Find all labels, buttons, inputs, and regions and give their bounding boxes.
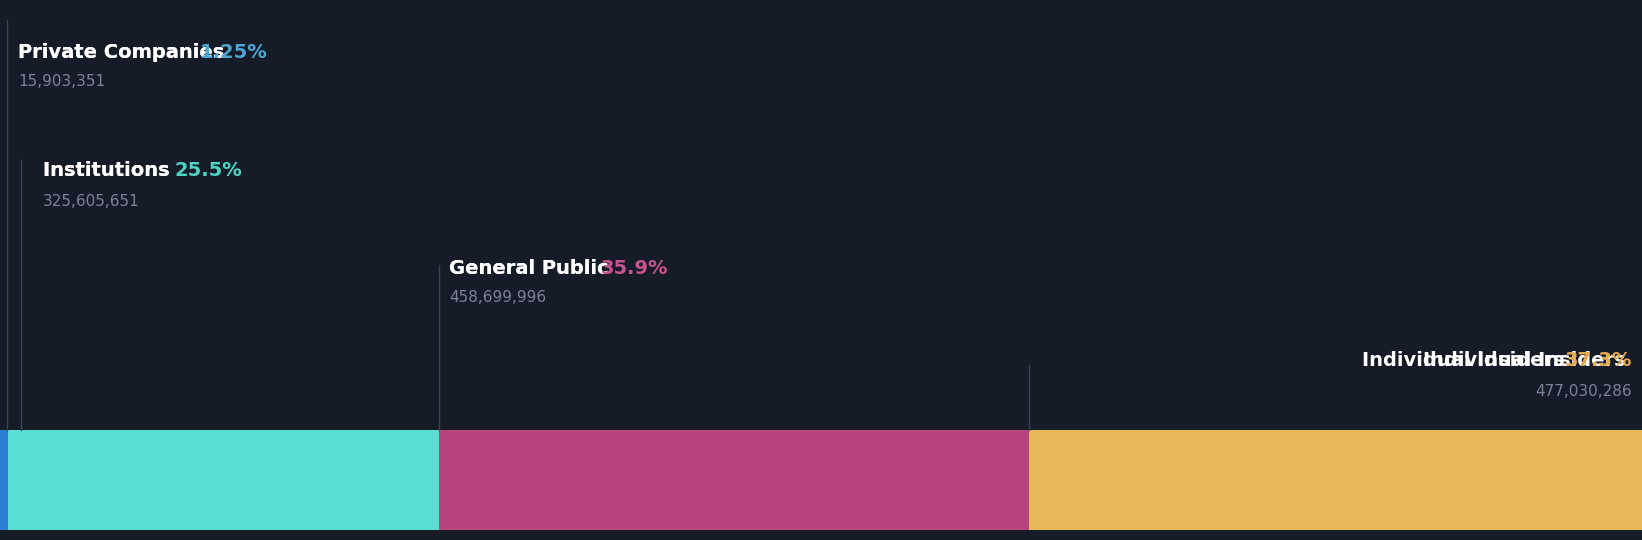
Bar — [0, 430, 8, 530]
Bar — [8, 430, 21, 530]
Text: Individual Insiders: Individual Insiders — [1363, 350, 1571, 369]
Text: 35.9%: 35.9% — [601, 259, 668, 278]
Bar — [1030, 430, 1642, 530]
Text: 458,699,996: 458,699,996 — [450, 291, 547, 306]
Bar — [440, 430, 1030, 530]
Text: Institutions: Institutions — [43, 160, 176, 179]
Text: 15,903,351: 15,903,351 — [18, 75, 105, 90]
Text: General Public: General Public — [450, 259, 616, 278]
Text: 37.3%: 37.3% — [1565, 350, 1632, 369]
Text: Institutions: Institutions — [43, 160, 176, 179]
Text: Private Companies: Private Companies — [18, 43, 232, 62]
Bar — [21, 430, 440, 530]
Text: 325,605,651: 325,605,651 — [43, 194, 140, 210]
Text: 25.5%: 25.5% — [174, 160, 241, 179]
Text: Private Companies: Private Companies — [18, 43, 232, 62]
Text: 477,030,286: 477,030,286 — [1535, 384, 1632, 400]
Text: 1.25%: 1.25% — [199, 43, 268, 62]
Text: General Public: General Public — [450, 259, 616, 278]
Text: Individual Insiders: Individual Insiders — [1422, 350, 1632, 369]
